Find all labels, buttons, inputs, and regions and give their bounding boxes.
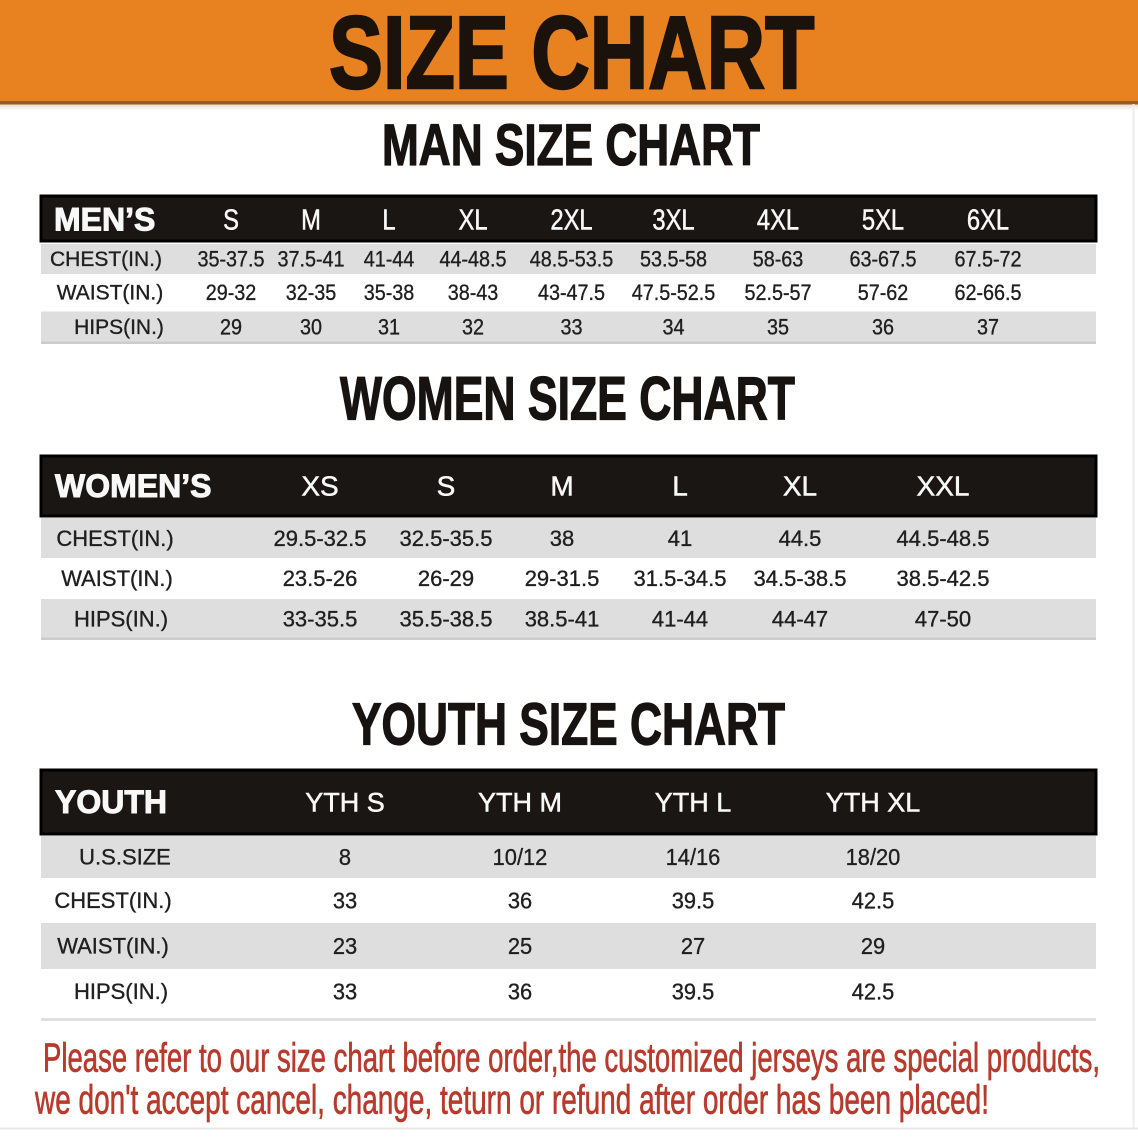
svg-text:2XL: 2XL — [550, 203, 592, 236]
svg-text:34: 34 — [662, 316, 684, 340]
svg-text:32-35: 32-35 — [286, 281, 337, 305]
svg-text:S: S — [437, 471, 456, 502]
svg-text:14/16: 14/16 — [666, 844, 721, 870]
svg-text:38.5-41: 38.5-41 — [525, 607, 600, 632]
svg-text:35-37.5: 35-37.5 — [197, 248, 264, 272]
svg-text:36: 36 — [508, 979, 532, 1005]
svg-text:44-47: 44-47 — [772, 607, 828, 632]
svg-text:M: M — [550, 471, 573, 502]
svg-text:38: 38 — [550, 526, 574, 551]
svg-text:39.5: 39.5 — [672, 979, 715, 1005]
svg-text:WAIST(IN.): WAIST(IN.) — [57, 934, 169, 959]
svg-text:32: 32 — [462, 316, 484, 340]
svg-text:HIPS(IN.): HIPS(IN.) — [74, 979, 168, 1004]
svg-text:27: 27 — [681, 933, 705, 959]
svg-text:63-67.5: 63-67.5 — [849, 248, 916, 272]
svg-text:33: 33 — [333, 979, 357, 1005]
svg-text:4XL: 4XL — [757, 203, 799, 236]
svg-text:43-47.5: 43-47.5 — [538, 281, 605, 305]
svg-text:we don't accept cancel, change: we don't accept cancel, change, teturn o… — [34, 1077, 989, 1123]
svg-text:29.5-32.5: 29.5-32.5 — [274, 526, 367, 551]
svg-text:WOMEN SIZE CHART: WOMEN SIZE CHART — [340, 365, 795, 433]
svg-text:53.5-58: 53.5-58 — [640, 248, 707, 272]
svg-text:S: S — [223, 203, 239, 236]
svg-text:41-44: 41-44 — [364, 248, 415, 272]
svg-text:36: 36 — [872, 316, 894, 340]
svg-text:WAIST(IN.): WAIST(IN.) — [57, 282, 164, 305]
svg-text:31.5-34.5: 31.5-34.5 — [634, 566, 727, 591]
svg-text:MAN SIZE CHART: MAN SIZE CHART — [382, 113, 760, 178]
svg-text:YOUTH: YOUTH — [55, 784, 167, 820]
svg-text:HIPS(IN.): HIPS(IN.) — [74, 316, 164, 339]
svg-text:M: M — [301, 203, 321, 236]
svg-text:62-66.5: 62-66.5 — [954, 281, 1021, 305]
svg-text:CHEST(IN.): CHEST(IN.) — [54, 888, 171, 913]
svg-text:29: 29 — [220, 316, 242, 340]
svg-text:YTH S: YTH S — [305, 787, 385, 817]
svg-text:31: 31 — [378, 316, 400, 340]
svg-text:XL: XL — [783, 471, 817, 502]
svg-text:YTH M: YTH M — [478, 787, 562, 817]
svg-text:38.5-42.5: 38.5-42.5 — [897, 566, 990, 591]
svg-text:3XL: 3XL — [652, 203, 694, 236]
svg-text:67.5-72: 67.5-72 — [954, 248, 1021, 272]
svg-text:42.5: 42.5 — [852, 888, 895, 914]
svg-text:44.5: 44.5 — [779, 526, 822, 551]
svg-text:XL: XL — [458, 203, 487, 236]
svg-text:MEN’S: MEN’S — [54, 202, 155, 238]
svg-text:5XL: 5XL — [862, 203, 904, 236]
svg-text:XS: XS — [301, 471, 338, 502]
svg-text:CHEST(IN.): CHEST(IN.) — [50, 248, 162, 271]
svg-text:37.5-41: 37.5-41 — [277, 248, 344, 272]
svg-text:XXL: XXL — [917, 471, 970, 502]
svg-text:48.5-53.5: 48.5-53.5 — [530, 248, 614, 272]
svg-text:52.5-57: 52.5-57 — [744, 281, 811, 305]
svg-text:37: 37 — [977, 316, 999, 340]
svg-text:33: 33 — [333, 888, 357, 914]
svg-text:23: 23 — [333, 933, 357, 959]
svg-text:33: 33 — [560, 316, 582, 340]
svg-text:HIPS(IN.): HIPS(IN.) — [74, 607, 168, 632]
svg-text:44-48.5: 44-48.5 — [439, 248, 506, 272]
svg-text:47.5-52.5: 47.5-52.5 — [632, 281, 716, 305]
svg-text:35-38: 35-38 — [364, 281, 415, 305]
svg-text:23.5-26: 23.5-26 — [283, 566, 358, 591]
svg-text:36: 36 — [508, 888, 532, 914]
svg-text:YTH XL: YTH XL — [826, 787, 921, 817]
svg-text:41-44: 41-44 — [652, 607, 708, 632]
svg-text:25: 25 — [508, 933, 532, 959]
svg-text:26-29: 26-29 — [418, 566, 474, 591]
svg-text:CHEST(IN.): CHEST(IN.) — [56, 526, 173, 551]
svg-text:57-62: 57-62 — [858, 281, 909, 305]
svg-text:WOMEN’S: WOMEN’S — [55, 468, 211, 504]
svg-text:YTH L: YTH L — [655, 787, 732, 817]
svg-text:34.5-38.5: 34.5-38.5 — [754, 566, 847, 591]
svg-text:6XL: 6XL — [967, 203, 1009, 236]
svg-text:L: L — [382, 203, 395, 236]
svg-text:29: 29 — [861, 933, 885, 959]
svg-text:SIZE CHART: SIZE CHART — [329, 0, 815, 110]
svg-text:18/20: 18/20 — [846, 844, 901, 870]
svg-text:U.S.SIZE: U.S.SIZE — [79, 845, 171, 870]
svg-text:8: 8 — [339, 844, 351, 870]
svg-text:47-50: 47-50 — [915, 607, 971, 632]
svg-text:10/12: 10/12 — [493, 844, 548, 870]
svg-text:44.5-48.5: 44.5-48.5 — [897, 526, 990, 551]
svg-text:42.5: 42.5 — [852, 979, 895, 1005]
svg-text:29-31.5: 29-31.5 — [525, 566, 600, 591]
svg-text:35.5-38.5: 35.5-38.5 — [400, 607, 493, 632]
svg-text:WAIST(IN.): WAIST(IN.) — [61, 566, 173, 591]
svg-text:YOUTH SIZE CHART: YOUTH SIZE CHART — [352, 691, 785, 758]
svg-text:32.5-35.5: 32.5-35.5 — [400, 526, 493, 551]
svg-text:33-35.5: 33-35.5 — [283, 607, 358, 632]
svg-text:L: L — [672, 471, 688, 502]
svg-text:Please refer to our size chart: Please refer to our size chart before or… — [43, 1035, 1100, 1081]
svg-text:29-32: 29-32 — [206, 281, 257, 305]
svg-text:35: 35 — [767, 316, 789, 340]
svg-text:39.5: 39.5 — [672, 888, 715, 914]
svg-text:30: 30 — [300, 316, 322, 340]
svg-text:38-43: 38-43 — [448, 281, 499, 305]
svg-text:58-63: 58-63 — [753, 248, 804, 272]
svg-text:41: 41 — [668, 526, 692, 551]
